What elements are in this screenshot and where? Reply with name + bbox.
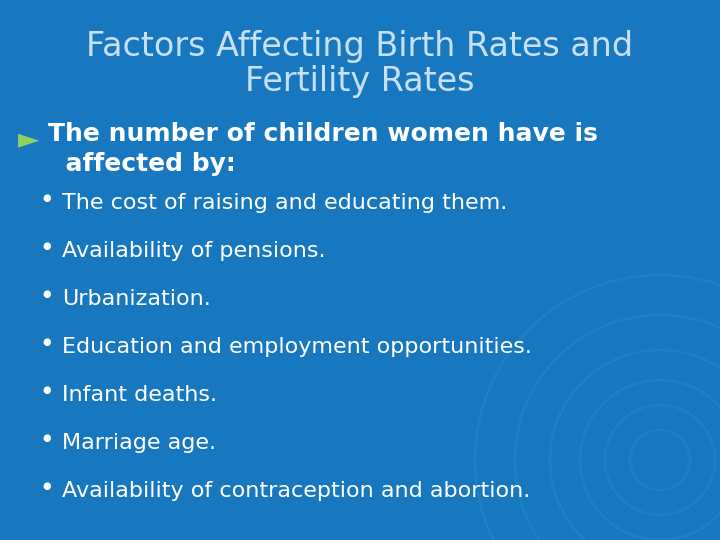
Text: ●: ● bbox=[42, 289, 50, 299]
Text: The cost of raising and educating them.: The cost of raising and educating them. bbox=[62, 193, 508, 213]
Text: ●: ● bbox=[42, 385, 50, 395]
Text: affected by:: affected by: bbox=[48, 152, 235, 176]
Text: ●: ● bbox=[42, 193, 50, 203]
Text: Urbanization.: Urbanization. bbox=[62, 289, 211, 309]
Text: Fertility Rates: Fertility Rates bbox=[246, 65, 474, 98]
Text: Availability of pensions.: Availability of pensions. bbox=[62, 241, 325, 261]
Text: The number of children women have is: The number of children women have is bbox=[48, 122, 598, 146]
Text: ●: ● bbox=[42, 433, 50, 443]
Text: Infant deaths.: Infant deaths. bbox=[62, 385, 217, 405]
Text: Factors Affecting Birth Rates and: Factors Affecting Birth Rates and bbox=[86, 30, 634, 63]
Text: ●: ● bbox=[42, 241, 50, 251]
Text: Education and employment opportunities.: Education and employment opportunities. bbox=[62, 337, 532, 357]
Text: ●: ● bbox=[42, 337, 50, 347]
Text: Availability of contraception and abortion.: Availability of contraception and aborti… bbox=[62, 481, 530, 501]
Text: ●: ● bbox=[42, 481, 50, 491]
Text: Marriage age.: Marriage age. bbox=[62, 433, 216, 453]
Text: ►: ► bbox=[18, 125, 40, 153]
